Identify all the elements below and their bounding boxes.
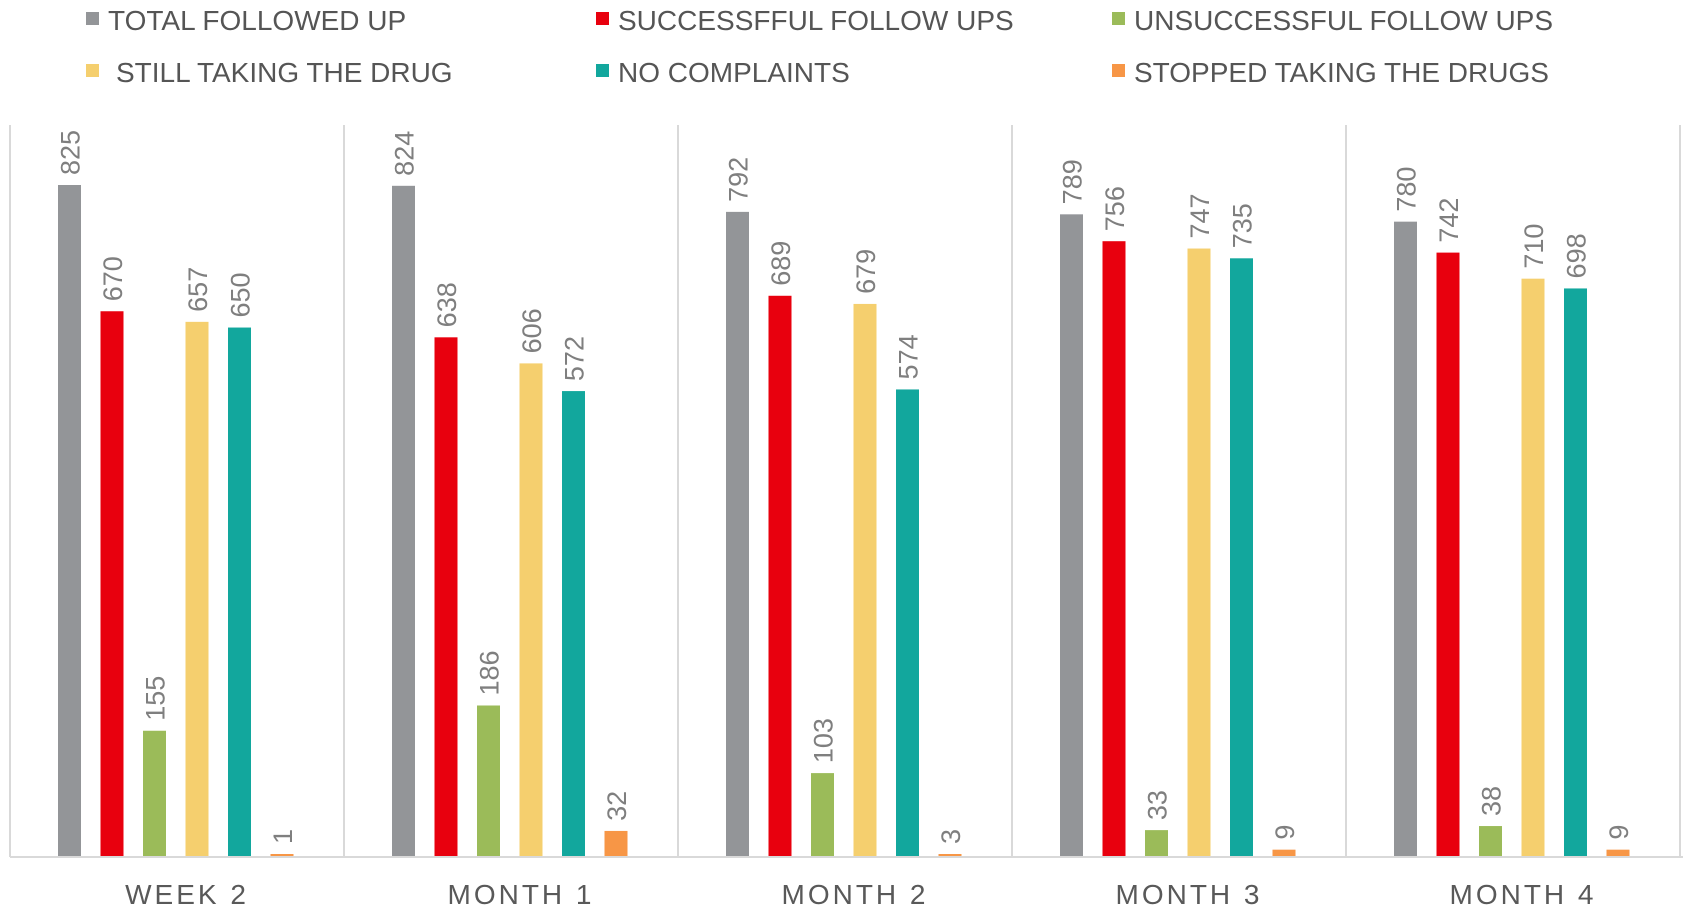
data-label-no-complaints-month-3: 735 <box>1228 203 1258 248</box>
bar-successfful-follow-ups-month-3 <box>1102 241 1126 858</box>
category-dividers <box>9 125 1681 857</box>
legend-swatch-unsuccessful-follow-ups <box>1112 12 1125 25</box>
bars <box>58 185 1630 858</box>
legend-label-no-complaints: NO COMPLAINTS <box>618 57 850 88</box>
data-label-successfful-follow-ups-month-4: 742 <box>1434 198 1464 243</box>
bar-still-taking-the-drug-month-4 <box>1521 278 1545 857</box>
bar-total-followed-up-month-4 <box>1394 221 1417 857</box>
data-label-unsuccessful-follow-ups-month-4: 38 <box>1477 786 1507 816</box>
data-label-still-taking-the-drug-week-2: 657 <box>183 267 213 312</box>
data-label-still-taking-the-drug-month-2: 679 <box>851 249 881 294</box>
data-label-still-taking-the-drug-month-3: 747 <box>1185 193 1215 238</box>
data-label-stopped-taking-the-drugs-month-3: 9 <box>1270 825 1300 840</box>
bar-successfful-follow-ups-month-1 <box>434 337 458 857</box>
legend-swatch-still-taking-the-drug <box>86 64 99 77</box>
bar-total-followed-up-month-3 <box>1060 214 1083 858</box>
legend: TOTAL FOLLOWED UP SUCCESSFFUL FOLLOW UPS U… <box>86 5 1553 88</box>
category-axis-labels: WEEK 2 MONTH 1 MONTH 2 MONTH 3 MONTH 4 <box>125 879 1597 910</box>
bar-unsuccessful-follow-ups-month-3 <box>1145 830 1168 857</box>
category-label-week-2: WEEK 2 <box>125 879 249 910</box>
data-label-total-followed-up-month-1: 824 <box>390 131 420 176</box>
category-label-month-3: MONTH 3 <box>1116 879 1263 910</box>
data-label-total-followed-up-month-3: 789 <box>1058 159 1088 204</box>
bar-no-complaints-month-4 <box>1564 288 1587 857</box>
data-label-no-complaints-week-2: 650 <box>226 272 256 317</box>
legend-label-stopped-taking-the-drugs: STOPPED TAKING THE DRUGS <box>1134 57 1549 88</box>
bar-successfful-follow-ups-week-2 <box>100 311 124 858</box>
legend-swatch-successfful-follow-ups <box>596 12 609 25</box>
legend-swatch-stopped-taking-the-drugs <box>1112 64 1125 77</box>
bar-still-taking-the-drug-month-2 <box>853 303 877 857</box>
data-label-stopped-taking-the-drugs-month-4: 9 <box>1604 825 1634 840</box>
data-label-total-followed-up-month-2: 792 <box>724 157 754 202</box>
data-label-unsuccessful-follow-ups-month-3: 33 <box>1143 790 1173 820</box>
data-label-successfful-follow-ups-month-1: 638 <box>432 282 462 327</box>
data-label-unsuccessful-follow-ups-month-2: 103 <box>809 718 839 763</box>
category-label-month-2: MONTH 2 <box>782 879 929 910</box>
bar-total-followed-up-month-2 <box>726 211 749 857</box>
data-label-stopped-taking-the-drugs-week-2: 1 <box>268 829 298 844</box>
bar-successfful-follow-ups-month-4 <box>1436 252 1460 857</box>
bar-unsuccessful-follow-ups-week-2 <box>143 730 166 857</box>
bar-no-complaints-week-2 <box>228 327 251 858</box>
legend-label-unsuccessful-follow-ups: UNSUCCESSFUL FOLLOW UPS <box>1134 5 1553 36</box>
bar-total-followed-up-month-1 <box>392 185 415 857</box>
bar-stopped-taking-the-drugs-month-2 <box>938 854 962 857</box>
data-label-still-taking-the-drug-month-4: 710 <box>1519 224 1549 269</box>
data-label-still-taking-the-drug-month-1: 606 <box>517 308 547 353</box>
data-label-no-complaints-month-4: 698 <box>1562 233 1592 278</box>
data-label-no-complaints-month-2: 574 <box>894 334 924 379</box>
bar-still-taking-the-drug-week-2 <box>185 321 209 857</box>
legend-swatch-total-followed-up <box>86 12 99 25</box>
data-label-total-followed-up-month-4: 780 <box>1392 167 1422 212</box>
bar-unsuccessful-follow-ups-month-2 <box>811 773 834 857</box>
category-label-month-1: MONTH 1 <box>448 879 595 910</box>
legend-label-total-followed-up: TOTAL FOLLOWED UP <box>108 5 406 36</box>
bar-still-taking-the-drug-month-3 <box>1187 248 1211 857</box>
data-label-successfful-follow-ups-month-3: 756 <box>1100 186 1130 231</box>
bar-still-taking-the-drug-month-1 <box>519 363 543 857</box>
bar-stopped-taking-the-drugs-month-4 <box>1606 849 1630 857</box>
legend-label-successfful-follow-ups: SUCCESSFFUL FOLLOW UPS <box>618 5 1014 36</box>
data-labels: 825 670 155 657 650 1 824 638 186 606 572 32 792 689 1… <box>56 130 1635 844</box>
bar-stopped-taking-the-drugs-month-3 <box>1272 849 1296 857</box>
bar-unsuccessful-follow-ups-month-4 <box>1479 826 1502 857</box>
data-label-unsuccessful-follow-ups-month-1: 186 <box>475 650 505 695</box>
data-label-successfful-follow-ups-month-2: 689 <box>766 241 796 286</box>
bar-stopped-taking-the-drugs-week-2 <box>270 854 294 857</box>
bar-no-complaints-month-1 <box>562 391 585 857</box>
category-label-month-4: MONTH 4 <box>1450 879 1597 910</box>
bar-successfful-follow-ups-month-2 <box>768 295 792 857</box>
data-label-stopped-taking-the-drugs-month-2: 3 <box>936 829 966 844</box>
data-label-total-followed-up-week-2: 825 <box>56 130 86 175</box>
bar-unsuccessful-follow-ups-month-1 <box>477 705 500 857</box>
data-label-stopped-taking-the-drugs-month-1: 32 <box>602 791 632 821</box>
data-label-successfful-follow-ups-week-2: 670 <box>98 256 128 301</box>
bar-no-complaints-month-2 <box>896 389 919 857</box>
bar-no-complaints-month-3 <box>1230 258 1253 857</box>
bar-stopped-taking-the-drugs-month-1 <box>604 830 628 857</box>
legend-swatch-no-complaints <box>596 64 609 77</box>
legend-label-still-taking-the-drug: STILL TAKING THE DRUG <box>116 57 453 88</box>
bar-total-followed-up-week-2 <box>58 185 81 857</box>
data-label-no-complaints-month-1: 572 <box>560 336 590 381</box>
data-label-unsuccessful-follow-ups-week-2: 155 <box>141 676 171 721</box>
